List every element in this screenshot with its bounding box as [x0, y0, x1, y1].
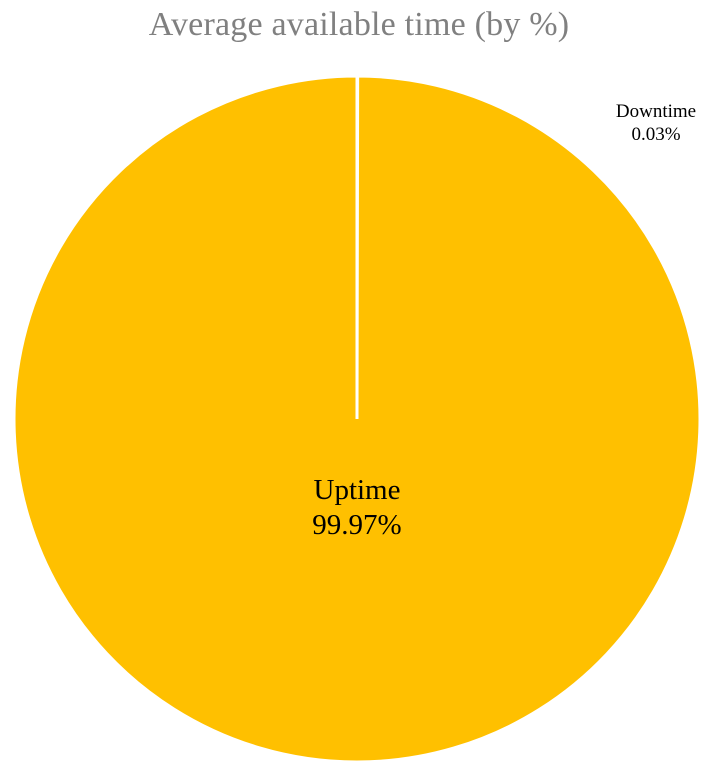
chart-title: Average available time (by %)	[148, 6, 570, 43]
slice-label-downtime: Downtime 0.03%	[616, 101, 696, 145]
slice-label-value: 0.03%	[631, 124, 680, 145]
slice-label-name: Uptime	[314, 474, 401, 506]
slice-label-uptime: Uptime 99.97%	[312, 474, 401, 541]
slice-label-value: 99.97%	[312, 509, 401, 541]
slice-label-name: Downtime	[616, 101, 696, 122]
pie-slice-uptime	[12, 74, 702, 762]
